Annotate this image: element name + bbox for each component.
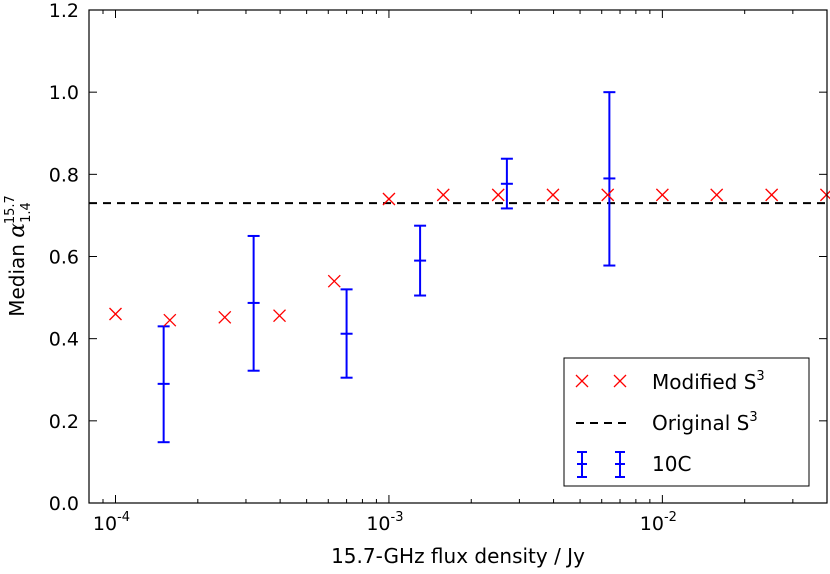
x-marker-stroke xyxy=(765,188,779,202)
x-tick-label: 10-4 xyxy=(93,510,130,535)
y-tick-label: 1.0 xyxy=(49,82,79,104)
x-marker-stroke xyxy=(218,310,232,324)
x-marker-stroke xyxy=(601,188,615,202)
errorbar-point xyxy=(157,325,170,444)
plot-area-frame xyxy=(88,9,828,504)
x-tick-label: 10-2 xyxy=(640,510,677,535)
y-tick-label: 0.0 xyxy=(49,493,79,515)
x-marker-stroke xyxy=(327,274,341,288)
x-marker-point xyxy=(601,188,615,202)
modified-s3-marker-series xyxy=(109,188,830,327)
x-marker-stroke xyxy=(436,188,450,202)
y-tick-label: 0.4 xyxy=(49,329,79,351)
x-marker-stroke xyxy=(382,192,396,206)
errorbar-point xyxy=(500,157,513,210)
errorbar-point xyxy=(603,91,616,267)
errorbar-point xyxy=(247,234,260,372)
x-marker-stroke xyxy=(710,188,724,202)
legend-label-modified-s3: Modified S3 xyxy=(652,369,765,394)
x-tick-labels: 10-4 10-3 10-2 xyxy=(93,510,677,535)
x-tick-label: 10-3 xyxy=(366,510,403,535)
x-marker-stroke xyxy=(273,309,286,323)
y-tick-label: 0.8 xyxy=(49,164,79,186)
x-marker-point xyxy=(109,307,122,321)
x-marker-point xyxy=(710,188,724,202)
errorbar-point xyxy=(340,288,353,379)
x-marker-stroke xyxy=(163,313,177,327)
x-marker-point xyxy=(273,309,286,323)
y-tick-label: 1.2 xyxy=(49,0,79,22)
x-marker-point xyxy=(382,192,396,206)
x-marker-stroke xyxy=(546,188,560,202)
legend-marker-10c xyxy=(577,451,625,478)
x-marker-point xyxy=(218,310,232,324)
y-tick-label: 0.6 xyxy=(49,247,79,269)
legend: Modified S3 Original S3 10C xyxy=(563,357,810,487)
legend-label-10c: 10C xyxy=(652,452,691,476)
errorbar-point xyxy=(414,224,427,297)
x-marker-point xyxy=(655,188,669,202)
x-marker-point xyxy=(819,188,830,202)
legend-marker-modified-s3 xyxy=(575,374,627,388)
x-axis-label: 15.7-GHz flux density / Jy xyxy=(331,544,585,568)
x-marker-stroke xyxy=(491,188,505,202)
x-marker-point xyxy=(436,188,450,202)
x-marker-point xyxy=(491,188,505,202)
x-marker-point xyxy=(546,188,560,202)
y-tick-labels: 0.0 0.2 0.4 0.6 0.8 1.0 1.2 xyxy=(49,0,79,515)
x-marker-stroke xyxy=(655,188,669,202)
y-tick-label: 0.2 xyxy=(49,411,79,433)
10c-errorbar-series xyxy=(157,91,616,444)
legend-label-original-s3: Original S3 xyxy=(652,410,758,435)
x-marker-point xyxy=(765,188,779,202)
x-marker-stroke xyxy=(109,307,122,321)
y-axis-label: Median α1.415.7 xyxy=(3,195,34,317)
x-marker-point xyxy=(327,274,341,288)
x-marker-point xyxy=(163,313,177,327)
